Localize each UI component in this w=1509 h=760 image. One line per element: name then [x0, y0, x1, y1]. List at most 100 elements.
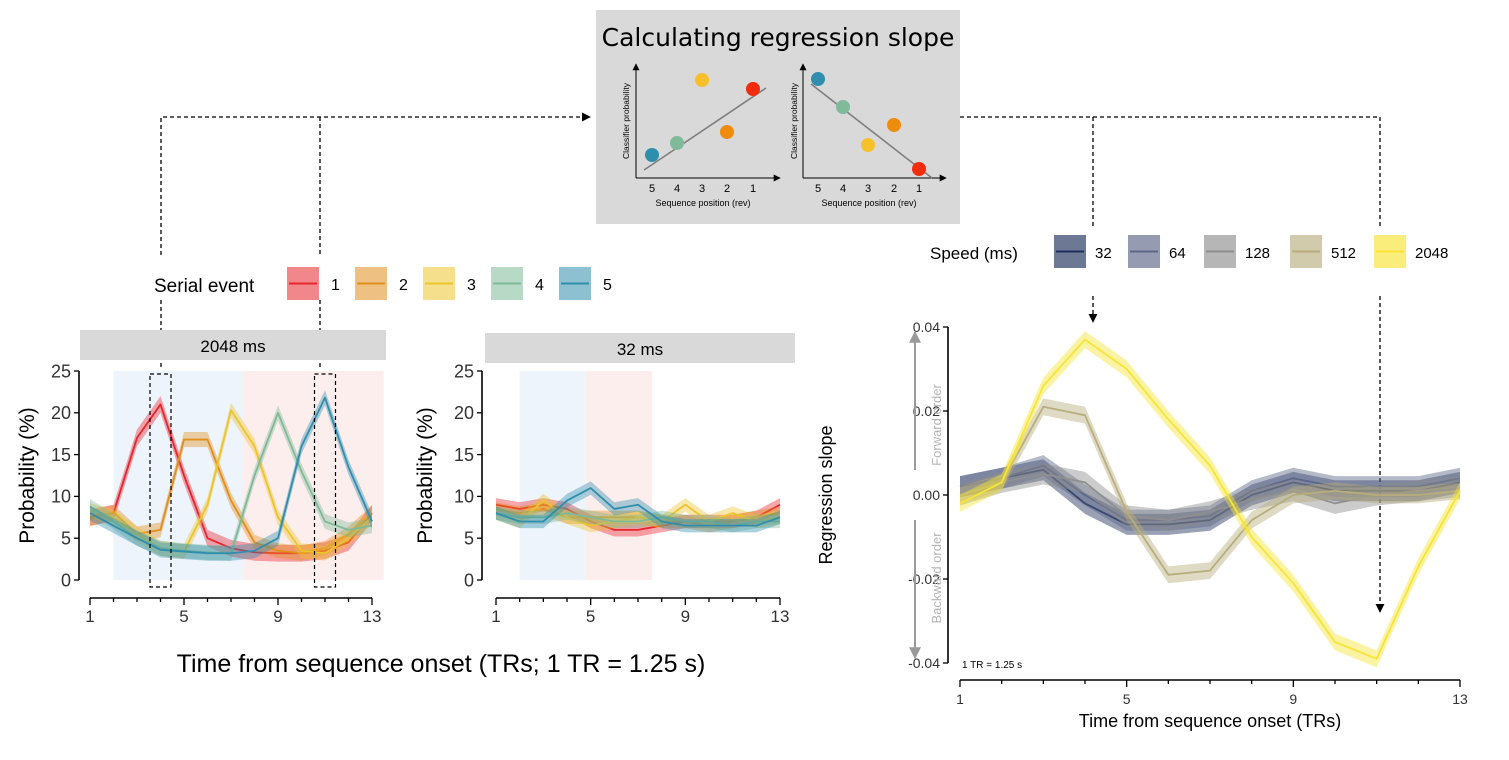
x-tick-label: 9	[273, 607, 282, 626]
y-tick-label: 0.04	[913, 319, 940, 335]
series-5	[89, 390, 373, 561]
explainer-background	[596, 10, 960, 224]
series-3	[89, 402, 373, 561]
example-point	[720, 125, 734, 139]
backward-order-label: Backward order	[929, 532, 944, 624]
facet-title: 32 ms	[617, 340, 663, 359]
speed-legend-item: 512	[1290, 235, 1356, 268]
speed-legend: Speed (ms) 32 64 128 512 2048	[930, 235, 1448, 268]
x-tick-label: 13	[1452, 691, 1468, 707]
serial-legend-label: 3	[467, 277, 476, 294]
example-point	[861, 138, 875, 152]
series-band	[496, 481, 780, 533]
y-tick-label: 15	[454, 445, 474, 465]
explainer-title: Calculating regression slope	[602, 23, 955, 52]
x-tick-label: 9	[681, 607, 690, 626]
y-tick-label: -0.04	[908, 655, 940, 671]
y-tick-label: 25	[51, 361, 71, 381]
series-line	[89, 403, 373, 555]
series-line	[959, 338, 1461, 660]
series-3	[495, 493, 781, 533]
tr-annotation: 1 TR = 1.25 s	[962, 660, 1022, 671]
example-tick: 5	[649, 183, 655, 195]
example-ylabel: Classifier probability	[789, 82, 799, 159]
serial-legend-item: 5	[559, 267, 612, 300]
x-tick-label: 9	[1289, 691, 1297, 707]
x-tick-label: 1	[85, 607, 94, 626]
speed-legend-label: 128	[1245, 245, 1270, 262]
y-tick-label: 20	[454, 403, 474, 423]
y-axis-label: Probability (%)	[16, 407, 39, 544]
example-tick: 4	[840, 183, 846, 195]
serial-legend-item: 1	[287, 267, 340, 300]
y-axis-label: Regression slope	[816, 425, 836, 564]
regression-explainer: Calculating regression slope 5 4 3 2 1 S…	[596, 10, 960, 224]
series-1	[89, 396, 373, 562]
example-xlabel: Sequence position (rev)	[655, 198, 750, 208]
forward-order-label: Forward order	[929, 384, 944, 466]
example-x-ticks: 5 4 3 2 1	[815, 183, 922, 195]
y-tick-label: 5	[464, 529, 474, 549]
speed-legend-item: 64	[1128, 235, 1186, 268]
example-tick: 2	[891, 183, 897, 195]
facet-title: 2048 ms	[200, 337, 265, 356]
example-plot-forward: 5 4 3 2 1 Sequence position (rev) Classi…	[621, 63, 781, 208]
serial-legend-label: 4	[535, 277, 544, 294]
panel-regression-slope: -0.04 -0.02 0.00 0.02 0.04 1 5 9 13 Regression sl…	[816, 319, 1468, 731]
speed-legend-item: 128	[1204, 235, 1270, 268]
example-x-ticks: 5 4 3 2 1	[649, 183, 756, 195]
example-plot-backward: 5 4 3 2 1 Sequence position (rev) Classi…	[789, 63, 947, 208]
speed-legend-item: 2048	[1374, 235, 1448, 268]
speed-legend-label: 32	[1095, 245, 1112, 262]
x-tick-label: 13	[363, 607, 382, 626]
example-xlabel: Sequence position (rev)	[821, 198, 916, 208]
speed-legend-item: 32	[1054, 235, 1112, 268]
series-line	[959, 464, 1461, 522]
facet-strip	[80, 330, 386, 360]
y-tick-label: 15	[51, 445, 71, 465]
y-tick-label: 5	[61, 529, 71, 549]
example-point	[887, 118, 901, 132]
example-point	[836, 100, 850, 114]
y-tick-label: 0	[61, 570, 71, 590]
series-2048	[959, 331, 1461, 668]
series-band	[90, 396, 372, 562]
series-line	[89, 396, 373, 555]
example-fit-line	[643, 87, 767, 171]
series-line	[89, 409, 373, 555]
serial-legend-label: 2	[399, 277, 408, 294]
x-tick-label: 1	[491, 607, 500, 626]
x-axis-label: Time from sequence onset (TRs)	[1079, 711, 1341, 731]
y-tick-label: 10	[454, 487, 474, 507]
speed-legend-title: Speed (ms)	[930, 244, 1018, 263]
example-tick: 5	[815, 183, 821, 195]
y-tick-label: 0	[464, 570, 474, 590]
example-tick: 1	[750, 183, 756, 195]
series-512	[959, 398, 1461, 584]
example-point	[811, 72, 825, 86]
y-tick-label: 25	[454, 361, 474, 381]
serial-legend-item: 2	[355, 267, 408, 300]
example-point	[695, 73, 709, 87]
speed-legend-label: 64	[1169, 245, 1186, 262]
series-band	[496, 498, 780, 537]
highlight-box	[313, 373, 337, 588]
series-band	[90, 402, 372, 561]
speed-legend-label: 2048	[1415, 245, 1448, 262]
serial-event-legend: Serial event 1 2 3 4 5	[154, 267, 612, 300]
x-tick-label: 1	[956, 691, 964, 707]
x-tick-label: 13	[771, 607, 790, 626]
example-tick: 1	[916, 183, 922, 195]
serial-legend-label: 5	[603, 277, 612, 294]
example-tick: 4	[674, 183, 680, 195]
shared-x-axis-label: Time from sequence onset (TRs; 1 TR = 1.…	[177, 650, 706, 678]
forward-shade	[519, 371, 586, 580]
connector-right	[960, 116, 1381, 226]
y-axis-label: Probability (%)	[414, 407, 437, 544]
example-fit-line	[810, 83, 933, 179]
series-line	[959, 468, 1461, 526]
y-tick-label: 0.02	[913, 403, 940, 419]
example-point	[645, 148, 659, 162]
x-tick-label: 5	[179, 607, 188, 626]
